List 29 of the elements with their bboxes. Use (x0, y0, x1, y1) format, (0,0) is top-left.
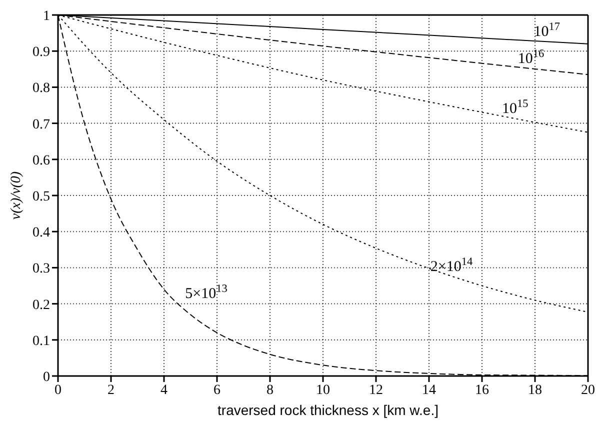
series-label: 10$^{16}$ (518, 48, 544, 67)
y-tick-label: 0.9 (32, 45, 50, 60)
x-tick-label: 0 (54, 382, 62, 398)
x-tick-label: 10 (316, 382, 330, 398)
x-tick-label: 14 (422, 382, 436, 398)
x-tick-label: 16 (475, 382, 489, 398)
x-tick-label: 8 (266, 382, 274, 398)
x-tick-label: 4 (160, 382, 168, 398)
y-tick-label: 0.3 (32, 262, 50, 277)
x-tick-label: 18 (528, 382, 542, 398)
y-tick-label: 0.5 (32, 189, 50, 204)
series-label: 10$^{15}$ (502, 98, 529, 118)
x-axis-title: traversed rock thickness x [km w.e.] (216, 402, 440, 418)
x-tick-label: 2 (108, 382, 114, 398)
y-tick-label: 0.4 (32, 226, 50, 241)
x-tick-label: 6 (214, 382, 220, 398)
y-tick-label: 0.6 (32, 153, 50, 168)
series-label: 10$^{17}$ (534, 20, 560, 40)
y-tick-label: 0 (43, 370, 50, 385)
y-tick-label: 0.2 (32, 298, 50, 313)
y-tick-label: 1 (43, 8, 50, 24)
x-tick-label: 20 (581, 382, 595, 398)
series-label: 5×10$^{13}$ (185, 282, 228, 302)
y-tick-label: 0.1 (32, 334, 50, 349)
y-tick-label: 0.7 (32, 117, 50, 132)
y-axis-title: v(x)/v(0) (9, 171, 24, 220)
series-label: 2×10$^{14}$ (430, 256, 473, 276)
x-tick-label: 12 (369, 382, 383, 398)
y-tick-label: 0.8 (32, 81, 50, 96)
